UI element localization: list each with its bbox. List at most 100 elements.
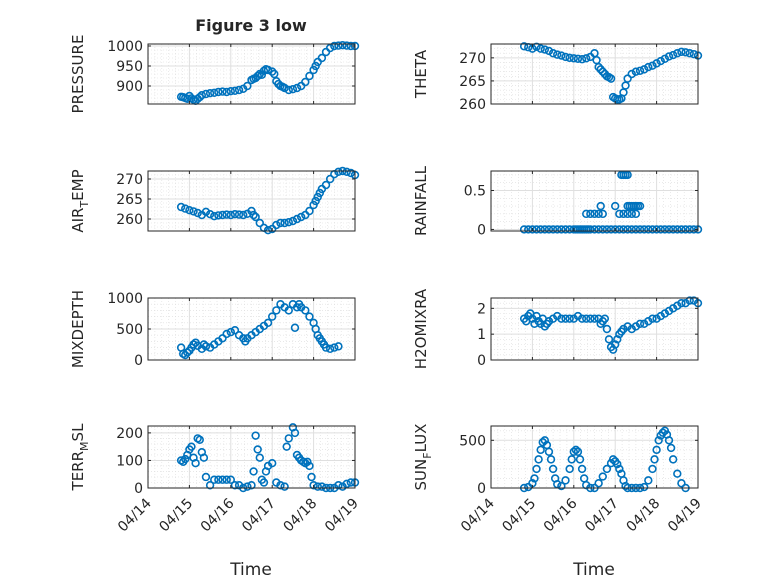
data-point bbox=[201, 472, 211, 482]
y-tick-label: 0 bbox=[477, 481, 486, 497]
data-point bbox=[608, 455, 618, 464]
data-point bbox=[253, 71, 262, 81]
data-point bbox=[263, 226, 273, 235]
data-point bbox=[658, 428, 668, 437]
data-point bbox=[610, 225, 620, 234]
x-tick-label: 04/19 bbox=[322, 496, 362, 536]
subplot-mixdepth: 0 500 1000 MIXDEPTH bbox=[69, 290, 356, 369]
data-point bbox=[183, 348, 192, 357]
data-point bbox=[317, 482, 327, 491]
data-point bbox=[606, 74, 616, 83]
data-point bbox=[187, 442, 196, 451]
data-point bbox=[315, 188, 325, 198]
data-point bbox=[210, 88, 219, 98]
data-point bbox=[253, 445, 262, 454]
data-point bbox=[548, 464, 558, 474]
data-series-pressure bbox=[176, 40, 360, 106]
data-point bbox=[596, 65, 605, 74]
y-tick-label: 265 bbox=[116, 192, 143, 208]
data-point bbox=[648, 225, 657, 234]
data-point bbox=[346, 168, 356, 178]
y-axis-label: MIXDEPTH bbox=[69, 290, 87, 368]
x-tick-label: 04/17 bbox=[582, 496, 622, 536]
y-tick-label: 265 bbox=[459, 74, 486, 90]
data-point bbox=[654, 436, 663, 445]
data-point bbox=[280, 218, 289, 228]
data-point bbox=[553, 50, 562, 59]
data-point bbox=[689, 49, 699, 59]
data-point bbox=[321, 180, 331, 190]
figure-title: Figure 3 low bbox=[195, 16, 307, 35]
data-point bbox=[677, 225, 686, 234]
data-point bbox=[623, 209, 632, 219]
data-point bbox=[652, 225, 661, 234]
data-point bbox=[313, 482, 322, 491]
data-point bbox=[181, 204, 190, 213]
data-point bbox=[565, 314, 574, 323]
y-tick-label: 0 bbox=[477, 222, 486, 238]
data-point bbox=[548, 49, 558, 58]
y-tick-label: 260 bbox=[116, 212, 143, 228]
data-point bbox=[247, 206, 256, 216]
data-point bbox=[305, 312, 314, 321]
data-series-theta bbox=[519, 42, 703, 104]
data-point bbox=[230, 210, 240, 219]
y-axis-label: PRESSURE bbox=[69, 35, 87, 114]
data-point bbox=[342, 41, 351, 50]
data-point bbox=[648, 314, 657, 323]
data-point bbox=[305, 206, 314, 216]
data-point bbox=[565, 53, 574, 63]
data-point bbox=[313, 192, 322, 202]
data-point bbox=[631, 225, 641, 234]
data-point bbox=[656, 225, 665, 234]
data-point bbox=[189, 207, 198, 216]
data-point bbox=[205, 210, 215, 219]
data-point bbox=[268, 459, 277, 468]
data-point bbox=[282, 442, 291, 451]
data-point bbox=[243, 482, 252, 491]
data-point bbox=[615, 464, 624, 474]
data-point bbox=[590, 209, 599, 219]
data-point bbox=[594, 479, 603, 488]
subplot-sun-flux: 0 500 04/14 04/15 04/16 04/17 04/18 04/19 SUNFLU… bbox=[412, 424, 705, 536]
y-tick-label: 500 bbox=[459, 433, 486, 449]
data-point bbox=[565, 464, 574, 474]
data-point bbox=[664, 225, 674, 234]
data-point bbox=[255, 218, 264, 228]
data-point bbox=[330, 343, 339, 352]
y-axis-label: SUNFLUX bbox=[412, 424, 434, 491]
data-point bbox=[276, 481, 285, 490]
data-point bbox=[577, 314, 587, 323]
data-point bbox=[557, 481, 566, 491]
data-point bbox=[288, 216, 298, 226]
data-point bbox=[189, 340, 198, 349]
data-point bbox=[536, 44, 545, 53]
data-point bbox=[635, 319, 645, 329]
data-point bbox=[532, 225, 541, 234]
data-point bbox=[613, 335, 622, 344]
data-point bbox=[284, 306, 293, 315]
data-point bbox=[230, 86, 240, 96]
data-point bbox=[334, 41, 343, 50]
data-point bbox=[586, 209, 595, 219]
data-point bbox=[639, 482, 649, 492]
data-point bbox=[519, 42, 529, 51]
data-point bbox=[292, 83, 302, 93]
data-point bbox=[673, 225, 682, 234]
x-tick-label: 04/15 bbox=[499, 496, 539, 536]
data-point bbox=[569, 54, 578, 63]
axes-box bbox=[490, 43, 699, 105]
data-point bbox=[540, 225, 550, 234]
x-tick-label: 04/14 bbox=[458, 495, 498, 535]
data-point bbox=[210, 212, 219, 221]
data-point bbox=[623, 225, 632, 234]
y-tick-label: 0 bbox=[134, 481, 143, 497]
y-axis-label: H2OMIXRA bbox=[412, 288, 430, 369]
data-point bbox=[544, 447, 554, 456]
data-point bbox=[222, 475, 231, 484]
data-point bbox=[598, 209, 607, 219]
data-point bbox=[602, 225, 612, 234]
data-point bbox=[259, 478, 269, 487]
data-point bbox=[301, 77, 310, 87]
